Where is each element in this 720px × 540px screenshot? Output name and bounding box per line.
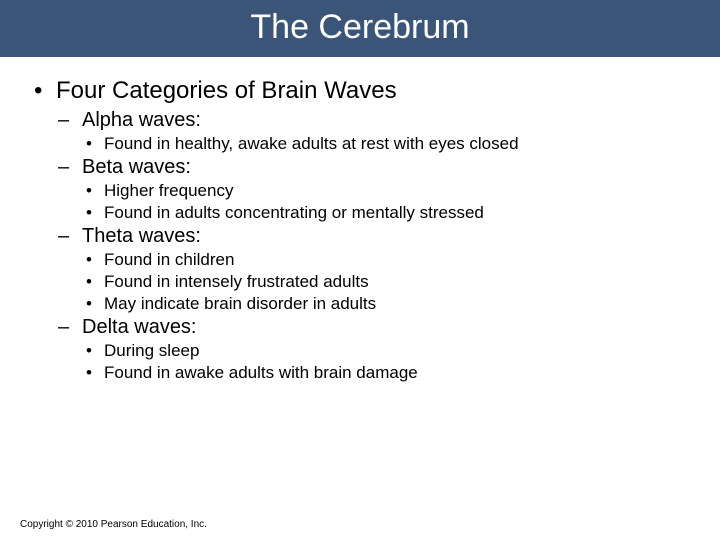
copyright-text: Copyright © 2010 Pearson Education, Inc. xyxy=(20,519,207,530)
bullet-list-lvl3: Higher frequency Found in adults concent… xyxy=(82,181,690,223)
wave-item: Delta waves: During sleep Found in awake… xyxy=(56,316,690,383)
wave-name: Theta waves: xyxy=(82,225,201,247)
slide-title: The Cerebrum xyxy=(0,8,720,47)
wave-point: During sleep xyxy=(82,341,690,361)
wave-point: Found in children xyxy=(82,250,690,270)
heading-item: Four Categories of Brain Waves Alpha wav… xyxy=(30,77,690,383)
wave-point: Higher frequency xyxy=(82,181,690,201)
bullet-list-lvl3: During sleep Found in awake adults with … xyxy=(82,341,690,383)
bullet-list-lvl3: Found in children Found in intensely fru… xyxy=(82,250,690,314)
bullet-list-lvl3: Found in healthy, awake adults at rest w… xyxy=(82,134,690,154)
wave-point: Found in awake adults with brain damage xyxy=(82,363,690,383)
wave-point: May indicate brain disorder in adults xyxy=(82,294,690,314)
slide-content: Four Categories of Brain Waves Alpha wav… xyxy=(0,57,720,383)
wave-point: Found in intensely frustrated adults xyxy=(82,272,690,292)
wave-name: Delta waves: xyxy=(82,316,197,338)
wave-point: Found in healthy, awake adults at rest w… xyxy=(82,134,690,154)
title-bar: The Cerebrum xyxy=(0,0,720,57)
bullet-list-lvl1: Four Categories of Brain Waves Alpha wav… xyxy=(30,77,690,383)
wave-item: Beta waves: Higher frequency Found in ad… xyxy=(56,156,690,223)
wave-item: Theta waves: Found in children Found in … xyxy=(56,225,690,314)
bullet-list-lvl2: Alpha waves: Found in healthy, awake adu… xyxy=(56,109,690,383)
wave-point: Found in adults concentrating or mentall… xyxy=(82,203,690,223)
wave-name: Beta waves: xyxy=(82,156,191,178)
heading-text: Four Categories of Brain Waves xyxy=(56,77,397,104)
wave-name: Alpha waves: xyxy=(82,109,201,131)
wave-item: Alpha waves: Found in healthy, awake adu… xyxy=(56,109,690,154)
